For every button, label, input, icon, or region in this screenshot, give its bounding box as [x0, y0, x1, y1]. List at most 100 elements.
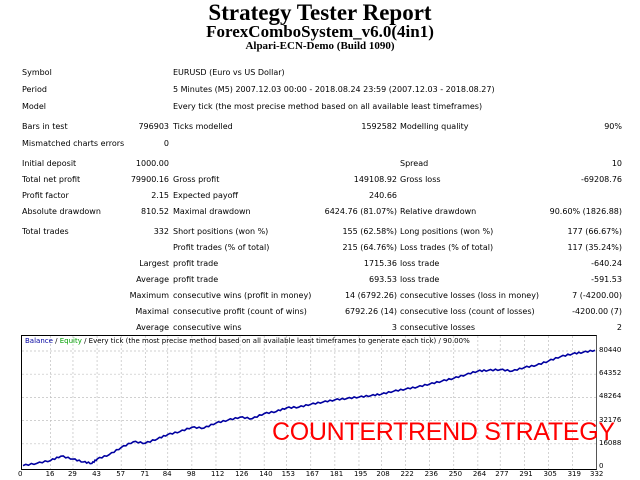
- x-tick-label: 291: [519, 470, 533, 478]
- x-tick-label: 0: [18, 470, 23, 478]
- x-tick-label: 16: [45, 470, 55, 478]
- average-consecutive-wins-value: 3: [391, 323, 397, 332]
- x-tick-label: 250: [448, 470, 463, 478]
- x-tick-label: 195: [353, 470, 368, 478]
- gross-profit-value: 149108.92: [353, 175, 397, 184]
- x-tick-label: 112: [210, 470, 225, 478]
- average-profit-label: profit trade: [173, 275, 219, 284]
- profit-trades-value: 215 (64.76%): [342, 243, 397, 252]
- y-tick-label: 0: [599, 462, 604, 470]
- maximal-consecutive-loss-value: -4200.00 (7): [572, 307, 622, 316]
- average-consecutive-losses-value: 2: [616, 323, 622, 332]
- x-tick-label: 167: [305, 470, 320, 478]
- net-profit-label: Total net profit: [22, 175, 81, 184]
- deposit-label: Initial deposit: [22, 159, 77, 168]
- net-profit-value: 79900.16: [130, 175, 169, 184]
- profit-factor-label: Profit factor: [22, 191, 69, 200]
- maximum-prefix: Maximum: [129, 291, 169, 300]
- x-tick-label: 319: [567, 470, 581, 478]
- quality-label: Modelling quality: [400, 122, 469, 131]
- maximal-drawdown-label: Maximal drawdown: [173, 207, 251, 216]
- deposit-value: 1000.00: [135, 159, 169, 168]
- mismatch-label: Mismatched charts errors: [22, 139, 125, 148]
- x-tick-label: 153: [281, 470, 295, 478]
- bars-label: Bars in test: [22, 122, 68, 131]
- gross-loss-label: Gross loss: [400, 175, 441, 184]
- largest-loss-value: -640.24: [591, 259, 622, 268]
- x-tick-label: 222: [400, 470, 414, 478]
- countertrend-strategy-overlay: COUNTERTREND STRATEGY: [272, 418, 615, 446]
- x-tick-label: 181: [329, 470, 344, 478]
- x-tick-label: 208: [376, 470, 390, 478]
- legend-separator: /: [52, 337, 60, 345]
- maximal-consecutive-profit-value: 6792.26 (14): [344, 307, 397, 316]
- average-consecutive-wins-label: consecutive wins: [173, 323, 242, 332]
- maximal-consecutive-loss-label: consecutive loss (count of losses): [400, 307, 535, 316]
- x-tick-label: 98: [186, 470, 196, 478]
- maximal-consecutive-profit-label: consecutive profit (count of wins): [173, 307, 307, 316]
- period-label: Period: [22, 85, 47, 94]
- x-tick-label: 43: [92, 470, 101, 478]
- ticks-label: Ticks modelled: [173, 122, 233, 131]
- y-tick-label: 80440: [599, 346, 622, 354]
- legend-description: / Every tick (the most precise method ba…: [81, 337, 470, 345]
- x-tick-label: 277: [495, 470, 509, 478]
- x-tick-label: 332: [590, 470, 604, 478]
- period-value: 5 Minutes (M5) 2007.12.03 00:00 - 2018.0…: [173, 85, 495, 94]
- model-label: Model: [22, 102, 47, 111]
- symbol-label: Symbol: [22, 68, 52, 77]
- absolute-drawdown-label: Absolute drawdown: [22, 207, 101, 216]
- x-tick-label: 236: [424, 470, 438, 478]
- spread-label: Spread: [400, 159, 429, 168]
- average-prefix: Average: [136, 275, 169, 284]
- largest-profit-label: profit trade: [173, 259, 219, 268]
- spread-value: 10: [611, 159, 622, 168]
- max-consecutive-losses-value: 7 (-4200.00): [572, 291, 622, 300]
- x-tick-label: 264: [472, 470, 487, 478]
- x-tick-label: 126: [235, 470, 249, 478]
- x-tick-label: 29: [67, 470, 77, 478]
- absolute-drawdown-value: 810.52: [141, 207, 169, 216]
- largest-loss-label: loss trade: [400, 259, 440, 268]
- report-title: Strategy Tester Report: [208, 0, 432, 25]
- y-tick-label: 16088: [599, 438, 622, 447]
- average-profit-value: 693.53: [369, 275, 397, 284]
- x-tick-label: 57: [116, 470, 126, 478]
- mismatch-value: 0: [163, 139, 169, 148]
- max-consecutive-wins-value: 14 (6792.26): [344, 291, 397, 300]
- profit-trades-label: Profit trades (% of total): [173, 243, 270, 252]
- legend-equity: Equity: [59, 337, 82, 345]
- chart-legend: Balance / Equity / Every tick (the most …: [25, 337, 470, 346]
- model-value: Every tick (the most precise method base…: [173, 102, 483, 111]
- average-consecutive-losses-label: consecutive losses: [400, 323, 476, 332]
- ticks-value: 1592582: [361, 122, 397, 131]
- expected-payoff-label: Expected payoff: [173, 191, 238, 200]
- y-tick-label: 48264: [599, 392, 622, 401]
- y-tick-label: 32176: [599, 415, 622, 424]
- largest-profit-value: 1715.36: [363, 259, 397, 268]
- short-positions-value: 155 (62.58%): [342, 227, 397, 236]
- expert-advisor-name: ForexComboSystem_v6.0(4in1): [206, 22, 434, 41]
- gross-loss-value: -69208.76: [580, 175, 622, 184]
- x-tick-label: 140: [259, 470, 273, 478]
- average-loss-label: loss trade: [400, 275, 440, 284]
- x-tick-label: 305: [543, 470, 557, 478]
- quality-value: 90%: [604, 122, 622, 131]
- relative-drawdown-value: 90.60% (1826.88): [549, 207, 622, 216]
- bars-value: 796903: [138, 122, 169, 131]
- total-trades-label: Total trades: [22, 227, 69, 236]
- symbol-value: EURUSD (Euro vs US Dollar): [173, 68, 285, 77]
- maximal-drawdown-value: 6424.76 (81.07%): [324, 207, 397, 216]
- legend-balance: Balance: [25, 337, 53, 345]
- maximal-prefix: Maximal: [135, 307, 169, 316]
- x-tick-label: 71: [140, 470, 150, 478]
- long-positions-label: Long positions (won %): [400, 227, 494, 236]
- balance-chart: [21, 335, 597, 470]
- balance-chart-plot: [22, 336, 596, 469]
- gross-profit-label: Gross profit: [173, 175, 220, 184]
- long-positions-value: 177 (66.67%): [567, 227, 622, 236]
- total-trades-value: 332: [153, 227, 169, 236]
- y-tick-label: 64352: [599, 369, 622, 378]
- average-loss-value: -591.53: [591, 275, 622, 284]
- profit-factor-value: 2.15: [151, 191, 169, 200]
